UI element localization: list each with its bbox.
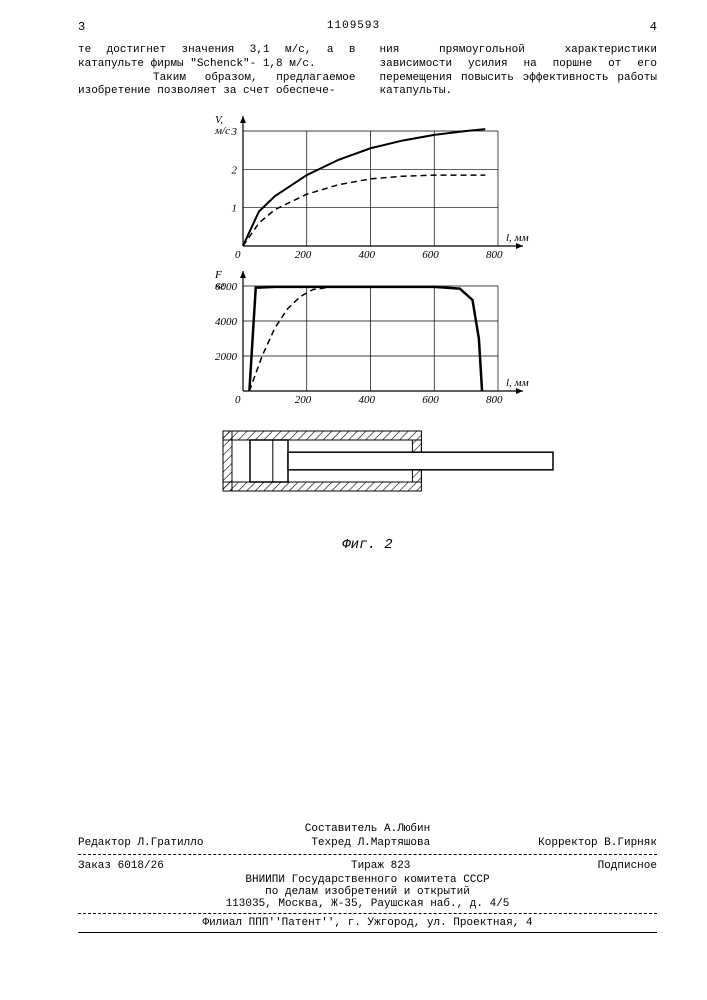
footer-editor: Редактор Л.Гратилло xyxy=(78,837,203,849)
figure-label: Фиг. 2 xyxy=(78,537,657,553)
svg-text:м/с: м/с xyxy=(214,125,230,137)
svg-text:0: 0 xyxy=(235,394,241,406)
footer-compiler: Составитель А.Любин xyxy=(78,823,657,835)
svg-text:200: 200 xyxy=(294,249,311,261)
footer-org1: ВНИИПИ Государственного комитета СССР xyxy=(78,874,657,886)
footer-subscription: Подписное xyxy=(598,860,657,872)
footer-corrector: Корректор В.Гирняк xyxy=(538,837,657,849)
document-number: 1109593 xyxy=(327,20,380,32)
footer-techred: Техред Л.Мартяшова xyxy=(311,837,430,849)
footer-org2: по делам изобретений и открытий xyxy=(78,886,657,898)
svg-text:0: 0 xyxy=(235,249,241,261)
footer-tirazh: Тираж 823 xyxy=(351,860,410,872)
svg-text:600: 600 xyxy=(422,394,439,406)
text-column-right: ния прямоугольной характеристики зависим… xyxy=(380,44,658,99)
svg-text:600: 600 xyxy=(422,249,439,261)
text-column-left: те достигнет значения 3,1 м/с, а в катап… xyxy=(78,44,356,99)
svg-text:800: 800 xyxy=(486,394,503,406)
footer-address1: 113035, Москва, Ж-35, Раушская наб., д. … xyxy=(78,898,657,910)
svg-text:l, мм: l, мм xyxy=(506,377,529,389)
svg-text:2: 2 xyxy=(231,164,237,176)
footer-order: Заказ 6018/26 xyxy=(78,860,164,872)
svg-text:4000: 4000 xyxy=(215,316,238,328)
svg-text:l, мм: l, мм xyxy=(506,232,529,244)
footer-branch: Филиал ППП''Патент'', г. Ужгород, ул. Пр… xyxy=(78,917,657,929)
col-num-right: 4 xyxy=(650,20,657,34)
figure-2-svg: 0200400600800123V,м/сl, мм02004006008002… xyxy=(168,111,568,531)
svg-text:400: 400 xyxy=(358,249,375,261)
col-num-left: 3 xyxy=(78,20,85,34)
svg-text:1: 1 xyxy=(231,203,237,215)
svg-text:3: 3 xyxy=(230,126,237,138)
svg-text:400: 400 xyxy=(358,394,375,406)
svg-text:кг: кг xyxy=(215,280,225,292)
svg-text:200: 200 xyxy=(294,394,311,406)
svg-text:800: 800 xyxy=(486,249,503,261)
svg-text:2000: 2000 xyxy=(215,351,238,363)
footer-block: Составитель А.Любин Редактор Л.Гратилло … xyxy=(78,823,657,935)
